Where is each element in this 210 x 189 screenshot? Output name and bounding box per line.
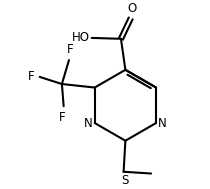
Text: N: N [84, 116, 93, 129]
Text: N: N [158, 116, 167, 129]
Text: O: O [127, 2, 136, 15]
Text: F: F [28, 70, 34, 83]
Text: F: F [59, 111, 65, 124]
Text: HO: HO [72, 31, 90, 44]
Text: F: F [67, 43, 73, 56]
Text: S: S [121, 174, 128, 187]
